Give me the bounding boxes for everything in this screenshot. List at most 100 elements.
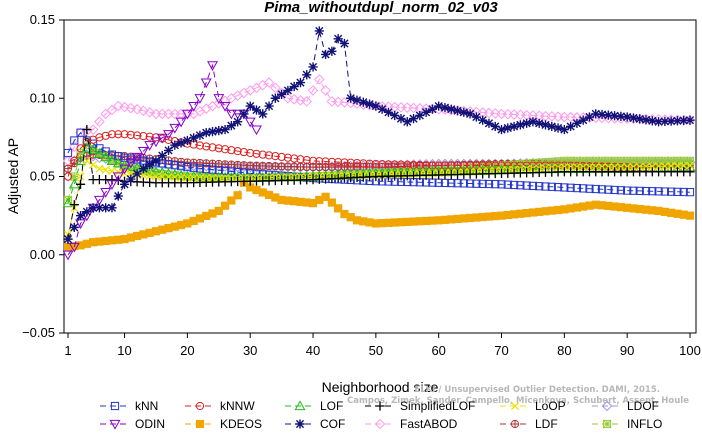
data-point <box>516 181 525 190</box>
legend-marker <box>109 419 121 430</box>
series-fastabod <box>62 74 696 167</box>
legend: kNN kNNW LOF SimplifiedLOF LoOP LDOF ODIN KDEOS… <box>100 399 662 431</box>
data-point <box>87 144 99 154</box>
data-point <box>359 159 368 168</box>
data-point <box>158 172 167 181</box>
data-point <box>679 115 689 126</box>
data-point <box>170 161 179 170</box>
data-point <box>604 185 613 194</box>
legend-marker <box>510 401 520 411</box>
legend-item-cof: COF <box>285 417 345 431</box>
data-point <box>220 124 230 135</box>
data-point <box>635 186 644 195</box>
data-point <box>509 121 519 132</box>
data-point <box>635 162 644 171</box>
data-point <box>214 125 224 136</box>
data-point <box>112 172 124 183</box>
data-point <box>63 195 73 205</box>
data-point <box>258 109 268 119</box>
data-point <box>270 93 280 103</box>
data-point <box>371 101 381 111</box>
data-point <box>63 172 73 181</box>
data-point <box>100 108 112 120</box>
data-point <box>566 163 575 172</box>
data-point <box>139 132 148 141</box>
legend-item-odin: ODIN <box>100 417 165 431</box>
data-point <box>471 112 481 122</box>
data-point <box>648 187 657 196</box>
data-point <box>340 158 349 167</box>
data-point <box>89 139 98 148</box>
data-point <box>170 140 180 150</box>
y-tick-label: 0.10 <box>30 90 55 105</box>
data-point <box>201 128 211 138</box>
series-cof <box>63 26 695 244</box>
data-point <box>63 234 73 244</box>
data-point <box>93 147 105 158</box>
legend-marker <box>195 419 205 429</box>
data-point <box>145 132 154 141</box>
data-point <box>685 156 695 165</box>
x-tick-label: 10 <box>117 343 131 358</box>
legend-item-ldf: LDF <box>500 417 558 431</box>
data-point <box>647 116 657 126</box>
data-point <box>346 158 355 167</box>
x-tick-label: 50 <box>369 343 383 358</box>
data-point <box>660 116 670 127</box>
data-point <box>334 204 343 213</box>
legend-marker <box>195 401 205 411</box>
legend-label: LoOP <box>535 399 566 413</box>
data-point <box>164 173 173 182</box>
data-point <box>610 185 619 195</box>
data-point <box>106 155 118 165</box>
data-point <box>496 124 507 135</box>
data-point <box>327 157 336 166</box>
x-axis-label: Neighborhood size <box>322 379 439 395</box>
data-point <box>553 123 563 133</box>
data-point <box>472 179 481 188</box>
data-point <box>295 95 306 106</box>
data-point <box>459 179 468 188</box>
data-point <box>220 166 230 175</box>
y-tick-label: 0.05 <box>30 169 55 184</box>
data-point <box>251 105 262 115</box>
y-axis: −0.05 0.00 0.05 0.10 0.15 <box>22 12 64 340</box>
data-point <box>301 96 313 107</box>
data-point <box>220 201 230 210</box>
series-simplifiedlof <box>63 124 695 244</box>
data-point <box>422 161 431 170</box>
data-point <box>307 85 319 96</box>
data-point <box>239 109 249 119</box>
data-point <box>101 131 110 140</box>
data-point <box>560 183 569 192</box>
data-point <box>559 124 569 135</box>
data-point <box>144 141 156 151</box>
data-point <box>207 61 218 72</box>
data-point <box>207 127 218 137</box>
data-point <box>101 203 111 213</box>
data-point <box>415 110 425 121</box>
data-point <box>302 155 311 165</box>
data-point <box>69 200 79 210</box>
data-point <box>623 163 632 172</box>
data-point <box>138 105 149 117</box>
data-point <box>151 156 161 166</box>
legend-item-lof: LOF <box>285 399 343 413</box>
data-point <box>641 115 651 125</box>
data-point <box>88 203 98 213</box>
data-point <box>515 120 525 130</box>
legend-label: LDOF <box>627 399 659 413</box>
data-point <box>101 165 110 174</box>
data-point <box>408 113 419 124</box>
data-point <box>225 109 237 120</box>
data-point <box>616 163 625 172</box>
data-point <box>169 123 181 134</box>
data-point <box>227 146 236 155</box>
data-point <box>503 180 512 189</box>
data-point <box>421 107 431 117</box>
data-point <box>277 152 286 162</box>
data-point <box>673 187 682 196</box>
data-point <box>138 164 148 174</box>
data-point <box>321 192 330 201</box>
data-point <box>440 161 450 170</box>
